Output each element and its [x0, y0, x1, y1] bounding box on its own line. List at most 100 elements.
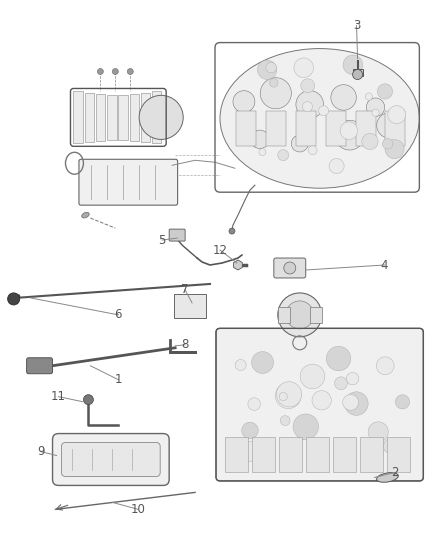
- Bar: [296, 111, 316, 147]
- Bar: [236, 111, 256, 147]
- Bar: [266, 111, 286, 147]
- Text: 2: 2: [391, 466, 398, 479]
- Circle shape: [235, 359, 246, 370]
- Text: 3: 3: [353, 19, 360, 32]
- Text: 6: 6: [115, 309, 122, 321]
- Circle shape: [294, 58, 314, 77]
- Circle shape: [97, 69, 103, 75]
- Circle shape: [286, 301, 314, 329]
- Circle shape: [112, 69, 118, 75]
- Circle shape: [252, 352, 273, 374]
- Text: 5: 5: [159, 233, 166, 247]
- Circle shape: [335, 377, 347, 390]
- Ellipse shape: [377, 473, 398, 482]
- Circle shape: [233, 91, 255, 112]
- Circle shape: [366, 98, 385, 116]
- Circle shape: [340, 122, 358, 140]
- FancyBboxPatch shape: [169, 229, 185, 241]
- Circle shape: [335, 120, 364, 150]
- Circle shape: [382, 139, 393, 149]
- Bar: [353, 69, 363, 77]
- Bar: [279, 437, 302, 472]
- Text: 11: 11: [51, 390, 66, 403]
- FancyBboxPatch shape: [53, 433, 169, 486]
- Circle shape: [362, 133, 378, 150]
- Circle shape: [383, 439, 399, 454]
- Circle shape: [343, 55, 363, 75]
- Circle shape: [278, 293, 321, 337]
- Circle shape: [276, 382, 302, 407]
- Circle shape: [276, 383, 301, 409]
- Circle shape: [372, 109, 379, 116]
- Circle shape: [251, 130, 269, 149]
- Circle shape: [377, 112, 402, 138]
- Circle shape: [297, 428, 308, 439]
- Circle shape: [308, 146, 317, 155]
- Bar: [252, 437, 275, 472]
- Circle shape: [242, 441, 262, 462]
- FancyBboxPatch shape: [61, 442, 160, 477]
- Circle shape: [278, 150, 289, 160]
- Text: 10: 10: [131, 503, 146, 516]
- Circle shape: [388, 106, 406, 124]
- Bar: [96, 94, 106, 141]
- Circle shape: [293, 414, 318, 439]
- FancyBboxPatch shape: [274, 258, 306, 278]
- FancyBboxPatch shape: [216, 328, 424, 481]
- Bar: [152, 92, 162, 143]
- Text: 12: 12: [212, 244, 227, 256]
- Ellipse shape: [81, 212, 89, 218]
- FancyBboxPatch shape: [174, 294, 206, 318]
- Circle shape: [378, 84, 392, 99]
- Circle shape: [302, 102, 312, 112]
- Bar: [278, 307, 290, 323]
- Circle shape: [229, 228, 235, 234]
- Circle shape: [242, 422, 258, 439]
- Circle shape: [83, 394, 93, 405]
- Circle shape: [259, 149, 266, 156]
- Circle shape: [291, 135, 308, 152]
- Circle shape: [248, 398, 261, 410]
- Circle shape: [318, 106, 328, 116]
- Circle shape: [260, 78, 291, 109]
- Bar: [220, 49, 419, 188]
- Circle shape: [385, 140, 404, 159]
- Circle shape: [343, 394, 359, 410]
- Circle shape: [127, 69, 133, 75]
- Circle shape: [280, 416, 290, 425]
- Circle shape: [258, 60, 277, 79]
- Circle shape: [346, 373, 359, 385]
- Circle shape: [284, 262, 296, 274]
- Bar: [74, 92, 83, 143]
- Circle shape: [269, 78, 278, 87]
- Circle shape: [312, 391, 331, 410]
- Bar: [306, 437, 329, 472]
- Circle shape: [298, 416, 314, 431]
- Circle shape: [376, 357, 394, 375]
- Bar: [85, 93, 94, 142]
- Circle shape: [368, 422, 388, 442]
- Bar: [118, 95, 128, 140]
- Text: 7: 7: [181, 284, 189, 296]
- Bar: [360, 437, 383, 472]
- Circle shape: [353, 69, 363, 79]
- Circle shape: [345, 392, 368, 415]
- Bar: [107, 95, 117, 140]
- FancyBboxPatch shape: [27, 358, 53, 374]
- Text: 4: 4: [381, 259, 388, 271]
- Circle shape: [396, 395, 410, 409]
- Circle shape: [8, 293, 20, 305]
- Text: 8: 8: [181, 338, 189, 351]
- Circle shape: [331, 85, 357, 110]
- Circle shape: [344, 441, 354, 451]
- Circle shape: [329, 158, 344, 174]
- Ellipse shape: [220, 49, 419, 188]
- Circle shape: [301, 79, 314, 93]
- Text: 9: 9: [37, 445, 44, 458]
- Circle shape: [139, 95, 183, 140]
- Bar: [356, 111, 375, 147]
- Text: 1: 1: [115, 373, 122, 386]
- Circle shape: [365, 93, 373, 100]
- Circle shape: [296, 91, 324, 118]
- Bar: [333, 437, 356, 472]
